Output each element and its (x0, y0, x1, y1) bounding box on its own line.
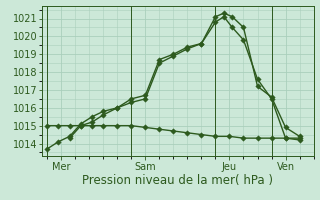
X-axis label: Pression niveau de la mer( hPa ): Pression niveau de la mer( hPa ) (82, 174, 273, 187)
